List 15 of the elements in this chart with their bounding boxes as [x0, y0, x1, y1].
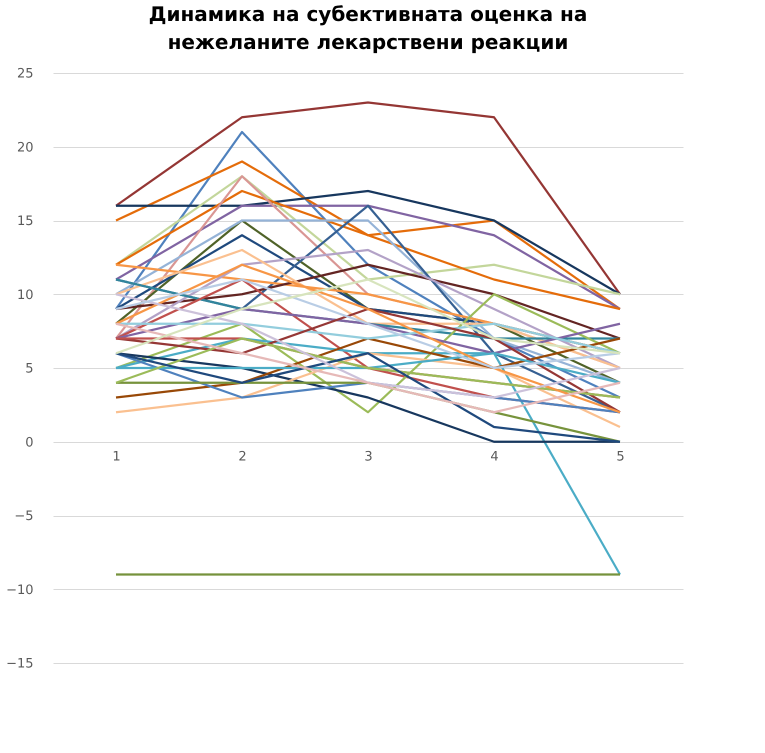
y-tick-label: 10: [16, 288, 34, 303]
x-tick-label: 4: [490, 449, 499, 464]
x-tick-label: 5: [616, 449, 625, 464]
y-tick-label: 20: [16, 140, 34, 156]
y-tick-label: 5: [25, 362, 34, 376]
y-tick-label: 15: [16, 214, 34, 229]
x-tick-label: 3: [364, 449, 373, 464]
y-tick-label: −5: [14, 509, 34, 524]
y-tick-label: 0: [25, 435, 34, 450]
y-tick-label: 25: [16, 66, 34, 82]
x-tick-label: 2: [238, 449, 247, 464]
chart-title: Динамика на субективната оценка на нежеланите лекарствени реакции: [148, 2, 588, 54]
x-tick-label: 1: [112, 449, 121, 464]
y-tick-label: −15: [6, 656, 34, 672]
y-tick-label: −10: [6, 582, 34, 598]
